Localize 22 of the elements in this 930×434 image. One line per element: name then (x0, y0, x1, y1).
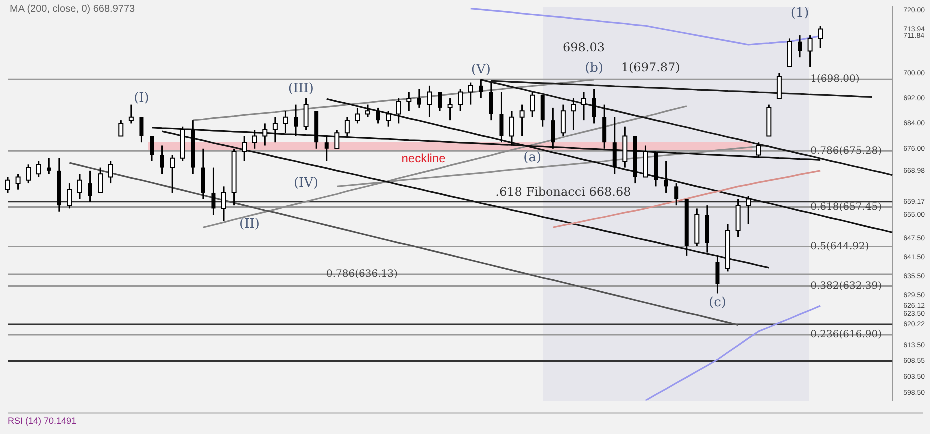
annotation: (IV) (294, 176, 319, 191)
annotation: (c) (709, 296, 726, 311)
annotation: (II) (240, 216, 260, 232)
ref-line-label: 0.786(675.28) (810, 146, 882, 157)
annotation: (b) (585, 60, 604, 76)
ref-line-label: 0.618(657.45) (810, 202, 882, 213)
annotation: 1(697.87) (621, 60, 680, 75)
annotation: .618 Fibonacci 668.68 (496, 185, 632, 200)
annotation: (V) (471, 62, 491, 78)
annotation: (III) (288, 81, 314, 96)
band-label: neckline (402, 151, 446, 166)
annotation: (1) (790, 6, 810, 21)
ref-line-label: 0.5(644.92) (810, 241, 870, 252)
annotation: MA (200, close, 0) 668.9773 (10, 4, 136, 15)
ref-line-label: 1(698.00) (810, 74, 860, 86)
annotation: 698.03 (563, 40, 606, 54)
ref-line-label: 0.236(616.90) (810, 330, 882, 341)
ref-line-label: 0.382(632.39) (810, 280, 882, 292)
ref-line-label: 0.786(636.13) (326, 269, 398, 280)
annotation: (a) (524, 150, 542, 166)
text: RSI (14) 70.1491 (8, 412, 923, 426)
annotation: (I) (134, 90, 150, 106)
